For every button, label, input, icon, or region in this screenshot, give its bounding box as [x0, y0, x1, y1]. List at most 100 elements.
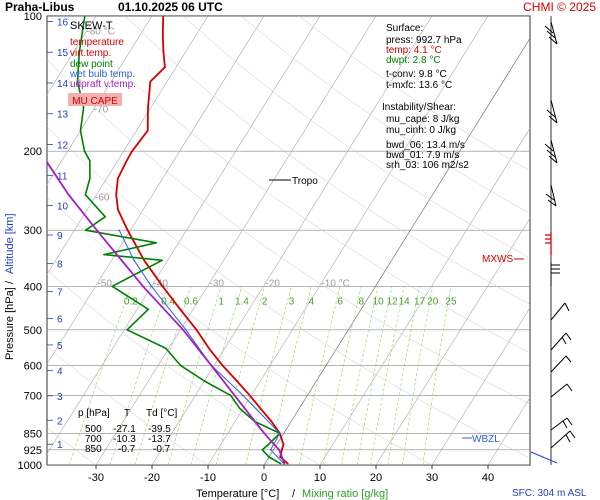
temperature-tick--30: -30 [88, 472, 104, 484]
point-dew-point-960 [268, 456, 270, 458]
pressure-tick-925: 925 [24, 445, 42, 457]
mu-cape-badge [68, 93, 122, 106]
point-temperature-650 [236, 380, 238, 382]
point-temperature-210 [125, 159, 128, 162]
wind-barb-250 [545, 184, 557, 207]
mixing-label-0.2: 0.2 [124, 296, 138, 307]
mixing-label-14: 14 [399, 296, 411, 307]
mixing-label-0.6: 0.6 [184, 296, 198, 307]
mixing-line-1.4 [190, 286, 243, 465]
point-dew-point-210 [89, 159, 91, 162]
pressure-tick-1000: 1000 [18, 460, 42, 472]
point-temperature-140 [149, 80, 152, 83]
pressure-tick-600: 600 [24, 360, 42, 372]
isotherm--40 [47, 16, 321, 455]
point-temperature-500 [195, 329, 198, 331]
wind-barb-100 [544, 21, 558, 45]
isotherm-label--50: -50 [97, 278, 112, 289]
altitude-tick-2: 2 [57, 416, 63, 427]
point-dew-point-340 [103, 253, 105, 256]
table-row-850-t: -0.7 [118, 444, 136, 455]
mixing-line-0.6 [134, 286, 192, 465]
altitude-tick-1: 1 [57, 440, 63, 451]
altitude-tick-6: 6 [57, 315, 63, 326]
mixing-line-8 [322, 286, 362, 465]
curve-temperature [115, 16, 289, 465]
surface-wind-vector [530, 451, 558, 464]
table-row-500-td: -39.5 [148, 424, 171, 435]
surface-tmxfc: t-mxfc: 13.6 °C [386, 80, 452, 91]
wind-barb-max [545, 232, 552, 255]
point-wet-bulb-temp-300 [118, 229, 120, 231]
wind-barb-850 [550, 417, 573, 431]
mixing-ratio-labels: 0.2 0.4 0.6 1 1.4 2 3 4 6 8 10 12 14 17 20 25 [124, 296, 457, 307]
point-dew-point-100 [84, 16, 86, 17]
legend-item-wet-bulb: wet bulb temp. [69, 69, 135, 80]
point-temperature-450 [179, 308, 181, 311]
point-dew-point-550 [165, 347, 167, 350]
isotherm--20 [151, 16, 433, 465]
mixing-line-12 [356, 286, 393, 465]
isotherm--60 [47, 16, 209, 275]
isotherm-50 [544, 16, 600, 465]
point-wet-bulb-temp-500 [185, 329, 187, 331]
mixing-label-2: 2 [262, 296, 268, 307]
mixing-label-12: 12 [387, 296, 399, 307]
point-temperature-925 [281, 449, 283, 451]
mixing-label-1: 1 [218, 296, 224, 307]
table-row-700-p: 700 [85, 434, 102, 445]
point-dew-point-925 [261, 449, 264, 451]
isotherm-label--10: -10 °C [321, 278, 349, 289]
point-dew-point-140 [76, 80, 79, 83]
mu-cinh-value: mu_cinh: 0 J/kg [386, 125, 456, 136]
surface-heading: Surface: [386, 23, 423, 34]
temperature-tick-10: 10 [314, 472, 326, 484]
table-row-500-p: 500 [85, 424, 102, 435]
table-row-850-p: 850 [85, 444, 102, 455]
point-dew-point-180 [79, 129, 82, 132]
point-temperature-250 [115, 193, 117, 196]
wind-barb-600 [550, 355, 572, 373]
point-temperature-750 [260, 408, 262, 410]
temperature-tick--20: -20 [144, 472, 160, 484]
surface-info: Surface: press: 992.7 hPa temp: 4.1 °C d… [382, 23, 469, 171]
altitude-tick-4: 4 [57, 367, 63, 378]
x-axis-title-separator: / [292, 488, 296, 500]
point-udpraft-v-temp-993 [283, 462, 286, 465]
point-temperature-300 [126, 229, 129, 231]
mixing-label-1.4: 1.4 [235, 296, 249, 307]
point-dew-point-750 [239, 408, 241, 410]
y-axis-title: Pressure [hPa] / Altitude [km] [4, 213, 16, 360]
mixing-line-14 [370, 286, 405, 465]
altitude-tick-11: 11 [57, 171, 68, 182]
sfc-altitude-label: SFC: 304 m ASL [512, 488, 587, 499]
wbzl-label: WBZL [472, 434, 500, 445]
point-temperature-120 [162, 50, 165, 53]
altitude-tick-10: 10 [57, 202, 69, 213]
point-temperature-993 [287, 462, 289, 465]
point-temperature-180 [146, 129, 149, 132]
altitude-tick-12: 12 [57, 140, 69, 151]
altitude-tick-16: 16 [57, 17, 69, 28]
isotherm--10 [207, 16, 489, 465]
legend-title: SKEW-T [70, 20, 113, 32]
table-row-500-t: -27.1 [113, 424, 136, 435]
mixing-label-17: 17 [414, 296, 426, 307]
isotherm-label--80: -80 °C [86, 27, 114, 38]
point-dew-point-600 [179, 364, 182, 367]
srh03-value: srh_03: 106 m2/s2 [386, 160, 469, 171]
bwd01-value: bwd_01: 7.9 m/s [386, 150, 459, 161]
grid-layer [47, 16, 600, 465]
table-header-t: T [124, 408, 130, 419]
point-temperature-200 [131, 150, 133, 152]
dry-adiabat-70 [47, 58, 530, 405]
dry-adiabat-90 [66, 16, 530, 354]
isotherm-label--20: -20 [265, 278, 280, 289]
wind-barb-200 [544, 139, 558, 164]
mixing-line-0.2 [68, 286, 132, 465]
isotherm-10 [319, 127, 530, 465]
mu-cape-value: mu_cape: 8 J/kg [386, 114, 459, 125]
pressure-tick-300: 300 [24, 225, 42, 237]
